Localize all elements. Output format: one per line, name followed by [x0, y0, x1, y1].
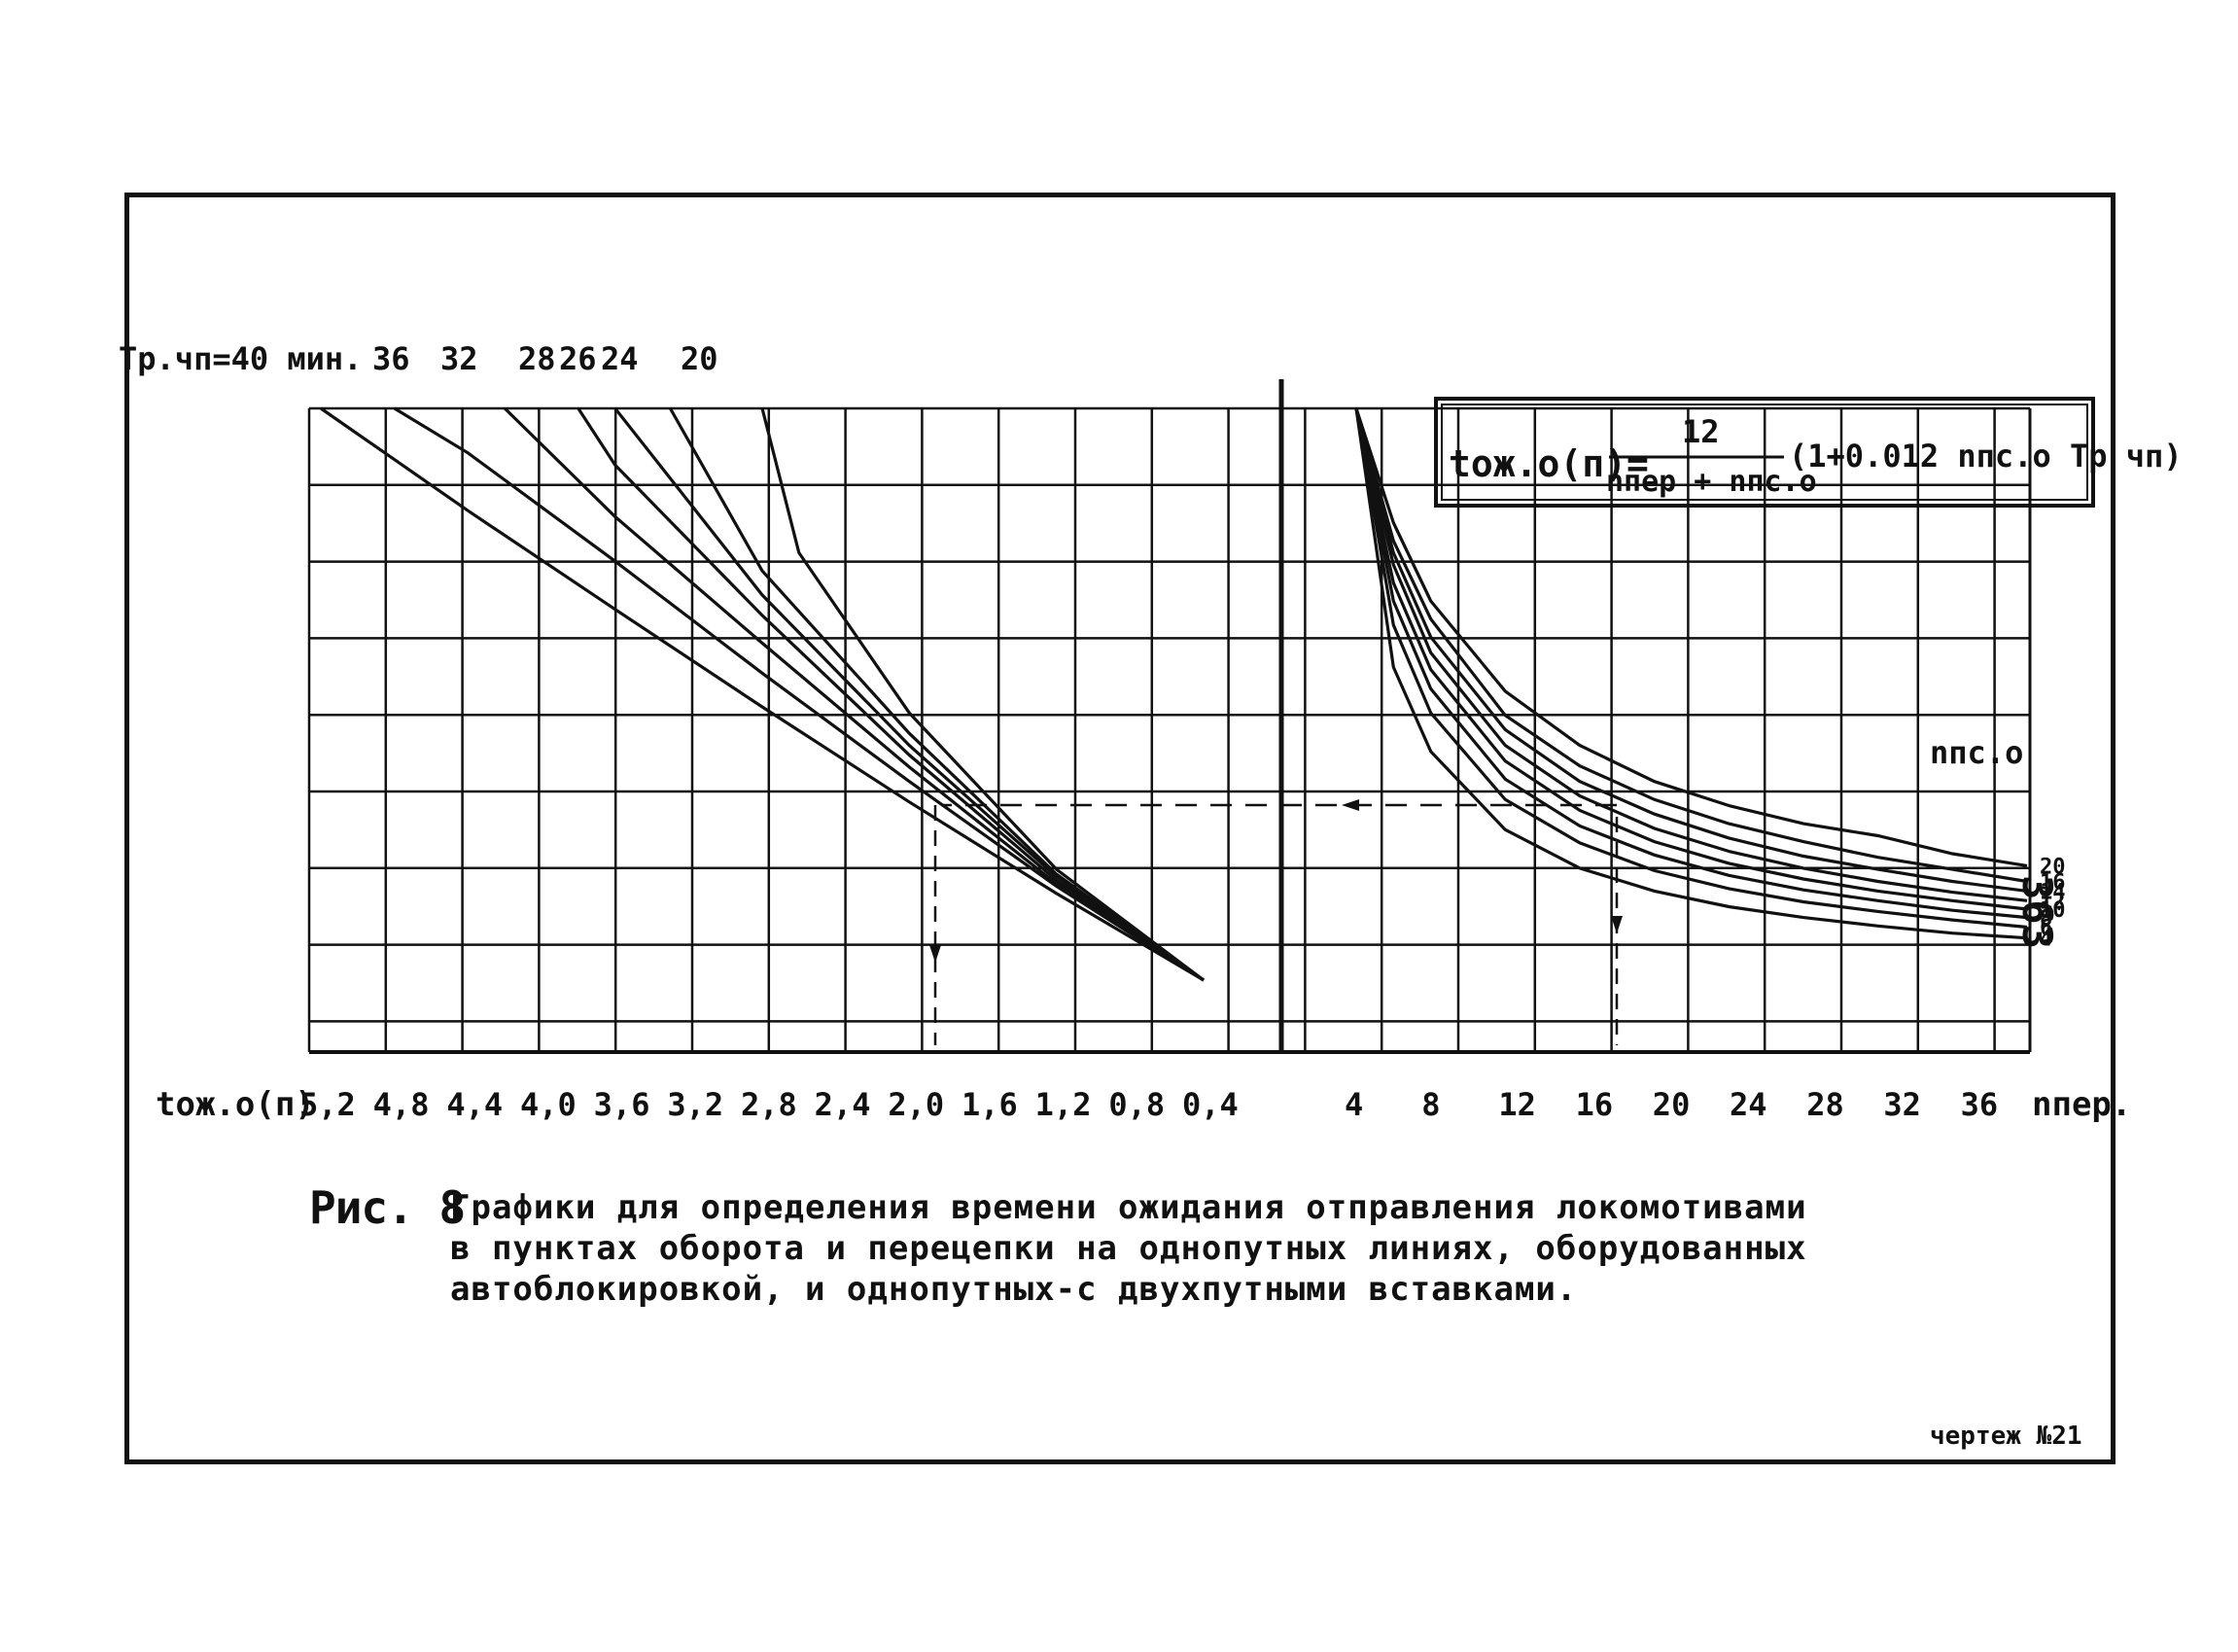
left-x-tick-label: 0,4 [1182, 1086, 1239, 1123]
right-x-axis-label: nпер. [2032, 1085, 2131, 1124]
right-series-label-6: 6 [2040, 917, 2052, 941]
formula-denominator: nпер + nпс.о [1606, 465, 1817, 499]
arrow-left-icon [1342, 799, 1359, 811]
left-x-tick-label: 4,4 [446, 1086, 503, 1123]
sheet-number: чертеж №21 [1930, 1422, 2082, 1451]
right-x-tick-label: 4 [1345, 1086, 1363, 1123]
left-x-tick-label: 4,0 [520, 1086, 577, 1123]
left-series-label-24: 24 [601, 340, 639, 377]
legend-title: nпс.о [1930, 734, 2023, 771]
left-x-axis-label: tож.о(п) [156, 1085, 315, 1124]
left-x-tick-label: 4,8 [373, 1086, 430, 1123]
right-series-label-12: 12 [2040, 890, 2066, 914]
right-x-tick-label: 12 [1498, 1086, 1536, 1123]
left-curve-24 [669, 407, 1205, 982]
right-series-label-8: 8 [2040, 907, 2052, 931]
formula-numerator: 12 [1682, 413, 1720, 450]
formula-bracket: (1+0.012 nпс.о Tр чп) [1789, 438, 2183, 475]
left-series-label-20: 20 [681, 340, 718, 377]
right-curve-10 [1354, 407, 2028, 911]
left-curve-26 [613, 407, 1205, 982]
right-curve-16 [1354, 407, 2028, 884]
right-series-label-4: 4 [2040, 928, 2052, 952]
formula-lhs: tож.о(п)= [1449, 442, 1649, 485]
top-axis-label: Tр.чп=40 мин. [119, 340, 362, 377]
left-x-tick-labels: 5,2 4,8 4,4 4,0 3,6 3,2 2,8 2,4 2,0 1,6 1,2 0,8 0,4 [299, 1086, 1239, 1123]
right-series-label-14: 14 [2040, 880, 2066, 904]
right-x-tick-label: 16 [1576, 1086, 1614, 1123]
top-series-labels: 36 32 28 26 24 20 [372, 340, 718, 377]
arrow-down-icon [929, 945, 941, 963]
right-x-tick-label: 28 [1806, 1086, 1844, 1123]
left-series-label-26: 26 [559, 340, 597, 377]
left-curve-40 [320, 406, 1205, 982]
formula-box: tож.о(п)= 12 nпер + nпс.о (1+0.012 nпс.о… [1434, 397, 2183, 508]
right-curves [1354, 407, 2028, 940]
right-curve-8 [1354, 407, 2028, 920]
left-curves [320, 406, 1205, 982]
left-series-label-36: 36 [372, 340, 410, 377]
arrow-up-icon [1611, 916, 1623, 933]
left-series-label-28: 28 [518, 340, 556, 377]
figure-label: Рис. 8 [309, 1181, 466, 1234]
right-x-tick-label: 20 [1653, 1086, 1691, 1123]
left-series-label-32: 32 [440, 340, 478, 377]
left-x-tick-label: 3,6 [594, 1086, 650, 1123]
left-x-tick-label: 2,8 [741, 1086, 797, 1123]
right-x-tick-labels: 4 8 12 16 20 24 28 32 36 [1345, 1086, 1998, 1123]
caption-text: Графики для определения времени ожидания… [450, 1188, 1807, 1309]
page-number: 363 [2013, 875, 2061, 949]
left-x-tick-label: 0,8 [1108, 1086, 1165, 1123]
right-curve-4 [1354, 407, 2028, 940]
right-x-tick-label: 8 [1421, 1086, 1440, 1123]
right-x-tick-label: 32 [1883, 1086, 1921, 1123]
chart-grid [307, 379, 2032, 1054]
right-x-tick-label: 24 [1730, 1086, 1767, 1123]
right-curve-14 [1354, 407, 2028, 893]
left-x-tick-label: 5,2 [299, 1086, 356, 1123]
left-x-tick-label: 1,2 [1035, 1086, 1092, 1123]
left-x-tick-label: 2,4 [815, 1086, 871, 1123]
left-x-tick-label: 3,2 [667, 1086, 723, 1123]
right-x-tick-label: 36 [1961, 1086, 1999, 1123]
right-series-label-10: 10 [2040, 898, 2066, 923]
example-dashed-path [929, 799, 1623, 1045]
right-curve-20 [1354, 407, 2028, 867]
right-series-label-16: 16 [2040, 870, 2066, 895]
left-curve-32 [504, 406, 1205, 982]
left-curve-20 [760, 407, 1205, 982]
drawing-frame [124, 193, 2116, 1464]
left-x-tick-label: 1,6 [962, 1086, 1018, 1123]
right-series-label-20: 20 [2040, 855, 2066, 879]
left-curve-28 [577, 407, 1205, 982]
right-curve-12 [1354, 407, 2028, 902]
right-curve-6 [1354, 407, 2028, 930]
left-x-tick-label: 2,0 [888, 1086, 944, 1123]
left-curve-36 [393, 406, 1205, 982]
